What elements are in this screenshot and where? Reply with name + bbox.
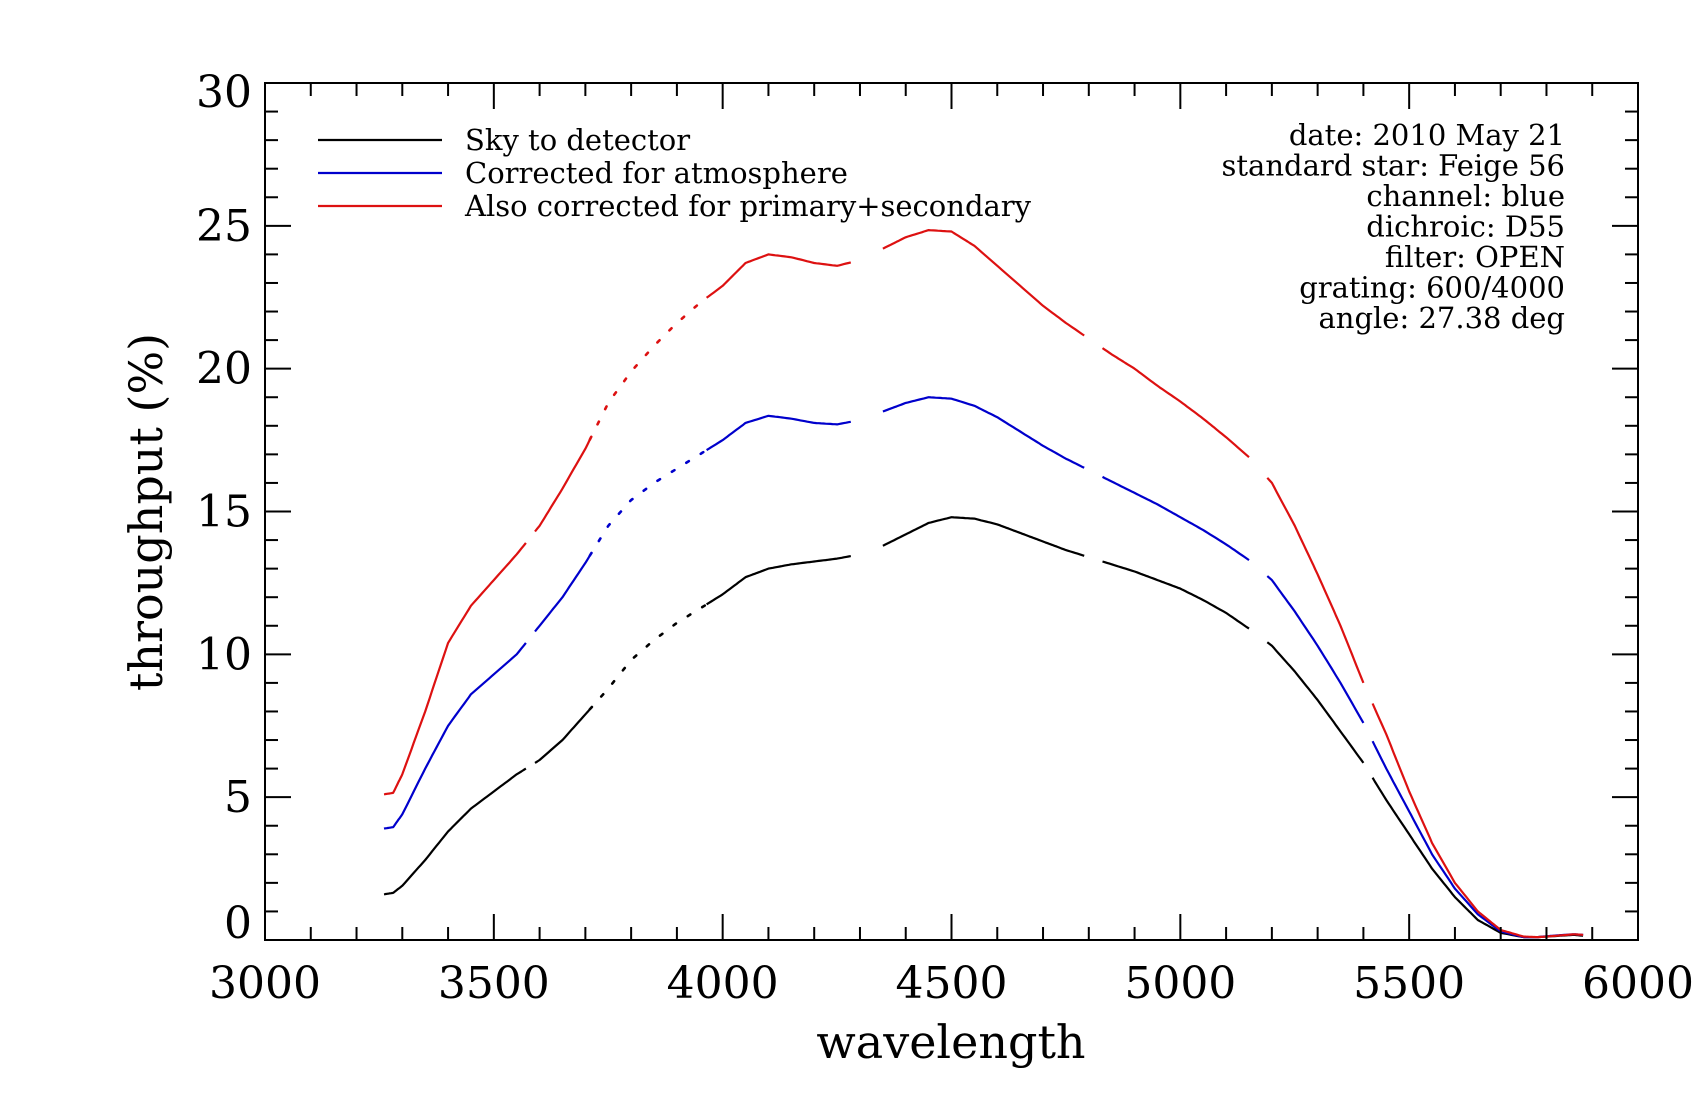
series-lines (383, 229, 1584, 939)
annotation-line: date: 2010 May 21 (1289, 118, 1565, 152)
series-segment (383, 767, 527, 896)
series-segment (383, 542, 527, 796)
legend-label: Corrected for atmosphere (465, 156, 848, 190)
series-segment (588, 448, 708, 557)
series-segment (534, 708, 591, 764)
legend-label: Also corrected for primary+secondary (464, 189, 1032, 223)
series-segment (705, 253, 852, 299)
annotation-line: angle: 27.38 deg (1319, 301, 1566, 335)
series-line-2 (383, 396, 1584, 939)
y-tick-label: 5 (224, 772, 252, 823)
series-segment (882, 229, 1085, 337)
y-tick-label: 25 (196, 201, 252, 252)
series-segment (882, 396, 1085, 469)
series-segment (706, 414, 851, 452)
x-tick-label: 4500 (896, 958, 1008, 1009)
series-segment (588, 296, 708, 441)
annotation-line: channel: blue (1366, 179, 1565, 213)
series-line-1 (383, 516, 1584, 939)
x-tick-label: 5000 (1124, 958, 1236, 1009)
legend-label: Sky to detector (465, 123, 690, 157)
y-tick-label: 15 (196, 487, 252, 538)
series-segment (1371, 703, 1584, 939)
x-tick-label: 4000 (667, 958, 779, 1009)
series-segment (534, 439, 591, 533)
series-segment (1266, 477, 1365, 684)
annotation-line: standard star: Feige 56 (1222, 149, 1566, 183)
series-segment (534, 554, 591, 633)
x-tick-label: 3500 (438, 958, 550, 1009)
annotation-line: dichroic: D55 (1366, 210, 1565, 244)
x-tick-label: 3000 (209, 958, 321, 1009)
annotation-line: grating: 600/4000 (1299, 271, 1565, 305)
series-segment (706, 555, 851, 606)
series-segment (1266, 641, 1365, 764)
series-line-3 (383, 229, 1584, 939)
annotation-line: filter: OPEN (1385, 240, 1565, 274)
axis-tick-labels: 3000 3500 4000 4500 5000 5500 6000 0 5 10 15 20 25 30 (196, 67, 1694, 1009)
axis-ticks (264, 82, 1639, 941)
y-tick-label: 0 (224, 898, 252, 949)
series-segment (1101, 475, 1250, 562)
x-axis-title: wavelength (816, 1015, 1085, 1069)
x-tick-label: 6000 (1582, 958, 1694, 1009)
y-axis-title: throughput (%) (119, 333, 173, 691)
series-segment (383, 642, 527, 830)
series-segment (1371, 740, 1584, 939)
x-tick-label: 5500 (1353, 958, 1465, 1009)
series-segment (588, 603, 708, 711)
series-segment (1101, 347, 1250, 459)
y-tick-label: 20 (196, 344, 252, 395)
y-tick-label: 30 (196, 67, 252, 118)
series-segment (1266, 575, 1365, 724)
series-segment (1102, 560, 1250, 630)
y-tick-label: 10 (196, 629, 252, 680)
series-segment (882, 516, 1085, 557)
